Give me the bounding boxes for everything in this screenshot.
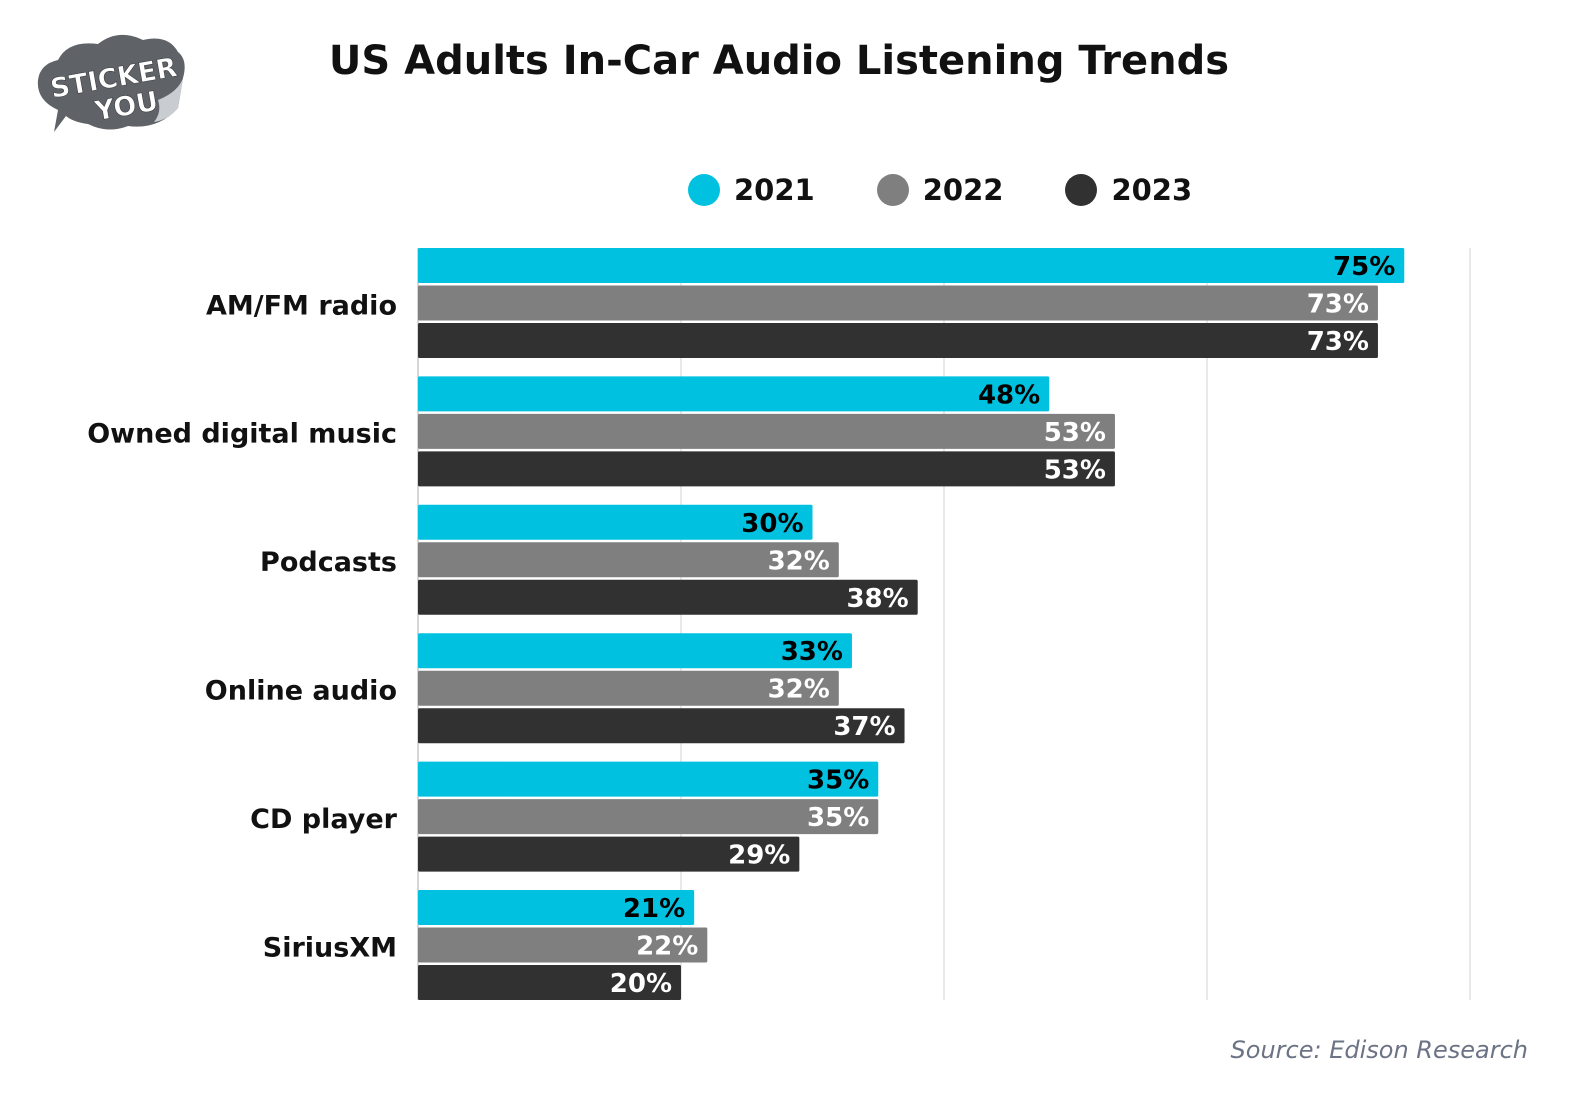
bar-2021 xyxy=(418,633,852,669)
bar-2023 xyxy=(418,451,1115,487)
data-label-2021: 21% xyxy=(623,894,685,924)
category-label: CD player xyxy=(250,804,398,835)
legend-swatch-2021 xyxy=(688,174,720,206)
bar-2022 xyxy=(418,542,839,578)
data-label-2023: 38% xyxy=(846,584,908,614)
legend-swatch-2022 xyxy=(876,174,909,206)
chart-title-text: US Adults In-Car Audio Listening Trends xyxy=(328,38,1230,84)
category-label: Owned digital music xyxy=(87,419,397,450)
data-label-2022: 35% xyxy=(807,803,869,833)
data-label-2022: 32% xyxy=(768,675,830,705)
category-label: Online audio xyxy=(205,675,397,706)
legend-label-2021: 2021 xyxy=(734,173,815,207)
bar-2022 xyxy=(418,413,1115,449)
bar-2023 xyxy=(418,965,681,1000)
legend-swatch-2023 xyxy=(1065,174,1098,206)
category-label: AM/FM radio xyxy=(206,290,397,321)
bar-2023 xyxy=(418,579,918,615)
bar-2021 xyxy=(418,248,1405,283)
legend-label-2022: 2022 xyxy=(922,173,1004,207)
bar-2022 xyxy=(418,285,1378,321)
source-note: Source: Edison Research xyxy=(1230,1036,1528,1064)
data-label-2021: 75% xyxy=(1333,252,1395,282)
bar-2023 xyxy=(418,836,800,872)
bar-2023 xyxy=(418,708,905,744)
bar-2021 xyxy=(418,890,695,925)
legend-item-2022: 2022 xyxy=(876,173,1004,207)
bar-2021 xyxy=(418,761,879,797)
legend: 2021 2022 2023 xyxy=(688,170,1254,210)
data-label-2021: 33% xyxy=(781,637,843,667)
bar-2022 xyxy=(418,927,708,963)
data-label-2021: 35% xyxy=(807,766,869,796)
legend-item-2021: 2021 xyxy=(688,173,815,207)
bar-2021 xyxy=(418,504,813,540)
stickeryou-logo: STICKER YOU xyxy=(37,34,185,132)
data-label-2022: 32% xyxy=(768,546,830,576)
category-label: SiriusXM xyxy=(263,932,397,963)
data-label-2022: 73% xyxy=(1307,290,1369,320)
chart-title: US Adults In-Car Audio Listening Trends xyxy=(0,38,1574,84)
data-label-2023: 37% xyxy=(833,712,895,742)
legend-label-2023: 2023 xyxy=(1111,173,1193,207)
data-label-2021: 48% xyxy=(978,380,1040,410)
data-label-2023: 73% xyxy=(1307,327,1369,357)
category-label: Podcasts xyxy=(260,547,397,578)
data-label-2022: 22% xyxy=(636,932,698,962)
bar-2023 xyxy=(418,323,1378,358)
data-label-2023: 20% xyxy=(610,969,672,999)
bar-2022 xyxy=(418,799,879,835)
data-label-2021: 30% xyxy=(741,509,803,539)
legend-item-2023: 2023 xyxy=(1065,173,1192,207)
data-label-2022: 53% xyxy=(1044,418,1106,448)
bar-2022 xyxy=(418,670,839,706)
data-label-2023: 29% xyxy=(728,841,790,871)
bar-2021 xyxy=(418,376,1050,412)
data-label-2023: 53% xyxy=(1044,455,1106,485)
